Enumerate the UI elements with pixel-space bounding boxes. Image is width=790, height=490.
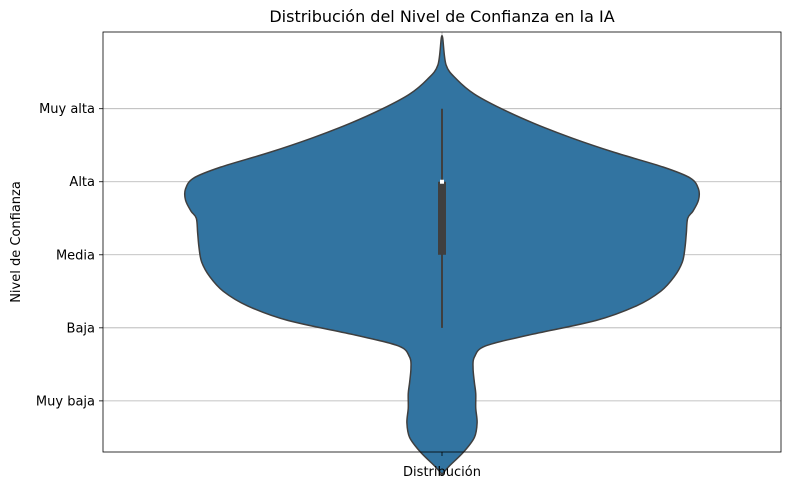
y-axis-label: Nivel de Confianza [9, 181, 24, 303]
y-tick-label: Muy baja [36, 394, 95, 409]
iqr-box [438, 181, 446, 255]
y-tick-label: Baja [67, 321, 95, 336]
y-tick-label: Media [56, 248, 95, 263]
y-tick-label: Alta [69, 175, 95, 190]
chart-title: Distribución del Nivel de Confianza en l… [269, 7, 614, 26]
x-axis: Distribución [403, 452, 481, 480]
plot-area [102, 31, 782, 476]
median-marker [440, 179, 444, 184]
x-tick-label: Distribución [403, 465, 481, 480]
y-axis: Muy baja Baja Media Alta Muy alta [36, 102, 103, 409]
box-group [438, 108, 446, 328]
y-tick-label: Muy alta [39, 102, 95, 117]
